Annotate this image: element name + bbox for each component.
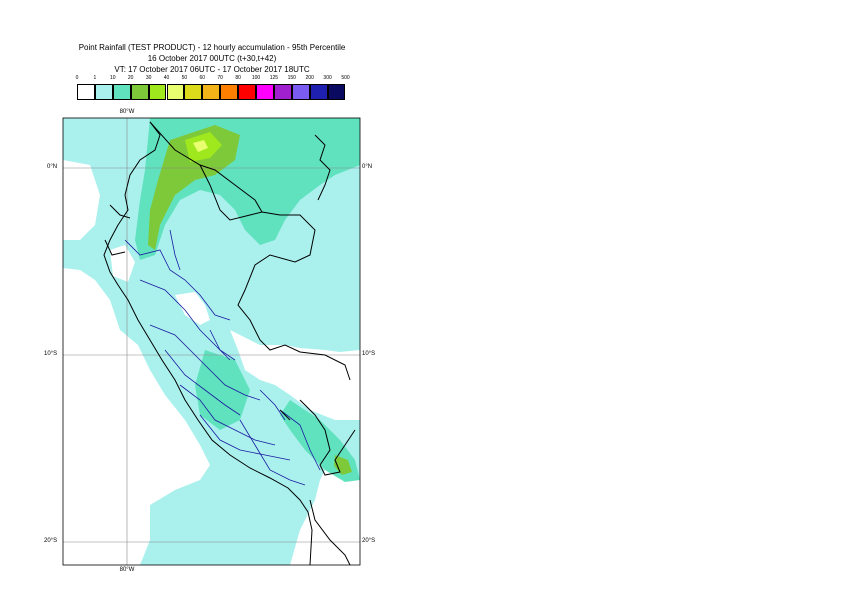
legend-threshold-label: 100	[251, 75, 261, 81]
lat-label-0N-right: 0°N	[362, 164, 373, 170]
legend-color-swatch	[112, 84, 131, 100]
legend-color-swatch	[148, 84, 167, 100]
rain-patch-central	[195, 350, 250, 430]
dry-area-south-sea	[63, 268, 210, 565]
legend-color-swatch	[238, 84, 256, 100]
legend-threshold-label: 10	[110, 75, 116, 81]
rain-core-north	[148, 125, 240, 250]
rain-core-south	[334, 455, 352, 475]
legend-color-swatch	[166, 84, 185, 100]
dry-area-patch	[175, 292, 210, 325]
lon-label-top: 80°W	[119, 109, 135, 115]
legend-color-swatch	[309, 84, 328, 100]
legend-threshold-label: 150	[287, 75, 296, 81]
legend-color-swatch	[291, 84, 310, 100]
legend-color-swatch	[202, 84, 221, 100]
legend-color-swatch	[130, 84, 149, 100]
legend-threshold-label: 50	[181, 75, 188, 81]
legend-color-swatch	[273, 84, 292, 100]
dry-area-patch-3	[63, 160, 100, 240]
legend-threshold-label: 0	[75, 75, 79, 81]
country-borders	[103, 121, 356, 565]
legend-threshold-label: 30	[145, 75, 152, 81]
dry-area-altiplano	[290, 460, 360, 565]
legend-threshold-label: 300	[323, 75, 332, 81]
legend-color-swatch	[327, 84, 346, 100]
lat-label-10S-right: 10°S	[362, 351, 376, 357]
lat-label-20S: 20°S	[44, 538, 58, 544]
legend-threshold-label: 20	[127, 75, 134, 81]
rain-core-north-3	[193, 140, 208, 152]
lat-label-0N: 0°N	[47, 164, 58, 170]
valid-time: VT: 17 October 2017 06UTC - 17 October 2…	[114, 65, 310, 74]
legend-threshold-label: 40	[163, 75, 170, 81]
legend-threshold-label: 200	[305, 75, 314, 81]
legend-color-swatch	[77, 84, 95, 100]
map-title: Point Rainfall (TEST PRODUCT) - 12 hourl…	[78, 43, 346, 52]
lat-label-20S-right: 20°S	[362, 538, 376, 544]
legend-threshold-label: 125	[269, 75, 279, 81]
legend-threshold-label: 80	[235, 75, 241, 81]
dry-area-central-andes	[230, 330, 360, 420]
lat-label-10S: 10°S	[44, 351, 58, 357]
legend-color-swatch	[220, 84, 239, 100]
legend-threshold-label: 500	[341, 75, 350, 81]
lon-label-bottom: 80°W	[119, 567, 135, 573]
legend-color-swatch	[184, 84, 203, 100]
regional-boundaries	[124, 229, 321, 486]
legend-threshold-label: 1	[93, 75, 97, 81]
legend-threshold-label: 70	[217, 75, 223, 81]
map-frame	[62, 117, 361, 566]
legend-threshold-label: 60	[199, 75, 206, 81]
legend-color-swatch	[94, 84, 113, 100]
legend-color-swatch	[256, 84, 274, 100]
base-time: 16 October 2017 00UTC (t+30,t+42)	[147, 54, 277, 63]
